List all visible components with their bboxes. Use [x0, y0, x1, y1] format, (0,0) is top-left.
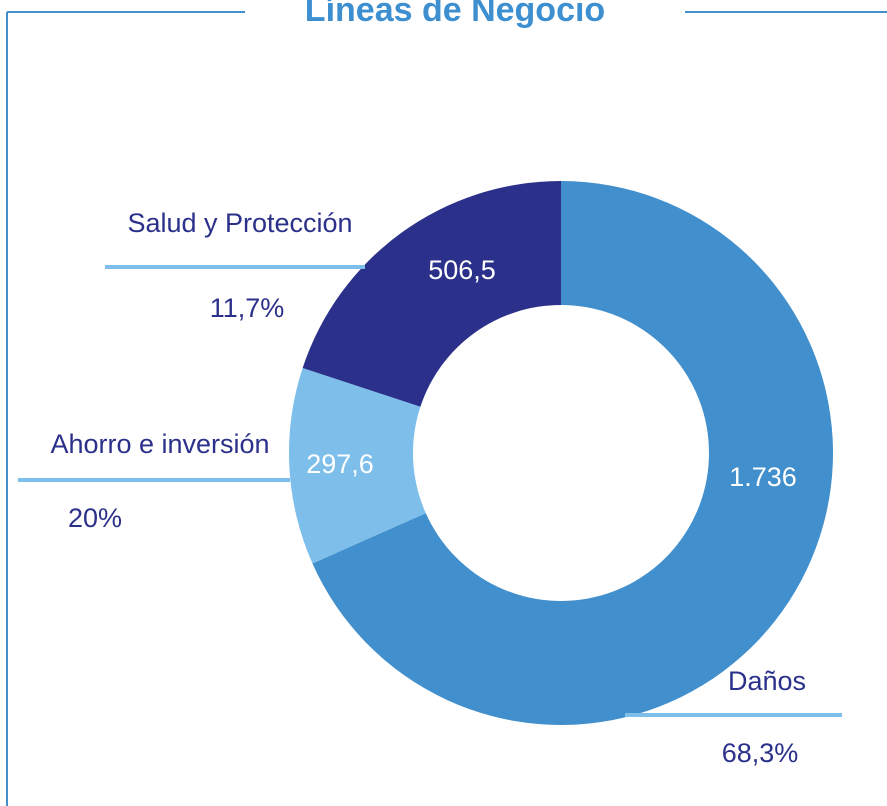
percent-label: 20% — [68, 503, 122, 533]
chart-title: Líneas de Negocio — [305, 0, 605, 29]
donut-slice — [302, 181, 561, 407]
value-label: 297,6 — [306, 449, 374, 479]
category-label: Ahorro e inversión — [50, 429, 269, 459]
donut-slice — [289, 367, 426, 564]
value-label: 1.736 — [729, 462, 797, 492]
value-label: 506,5 — [428, 255, 496, 285]
category-label: Daños — [728, 666, 806, 696]
percent-label: 11,7% — [210, 293, 285, 323]
category-label: Salud y Protección — [127, 208, 352, 238]
percent-label: 68,3% — [722, 738, 799, 768]
donut-slice — [312, 181, 834, 725]
